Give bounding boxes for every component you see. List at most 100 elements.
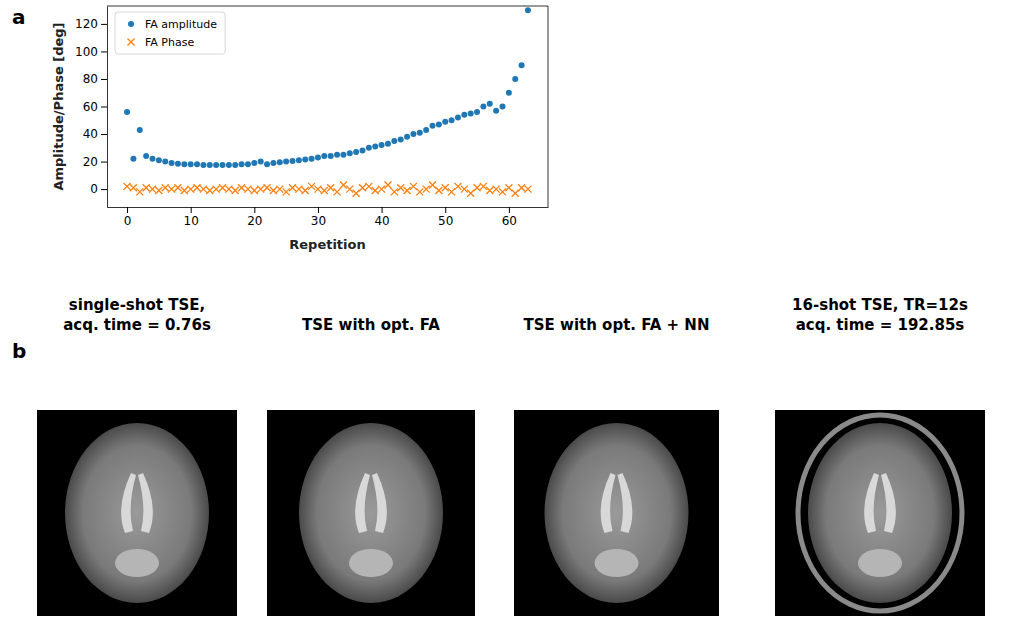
point <box>200 162 206 168</box>
point <box>162 159 168 165</box>
point <box>143 184 150 191</box>
tick-mark <box>191 207 192 213</box>
point <box>156 157 162 163</box>
tick-label: 40 <box>83 127 98 141</box>
brain-image <box>775 410 985 616</box>
point <box>404 187 411 194</box>
tick-label: 80 <box>83 72 98 86</box>
point <box>328 153 334 159</box>
point <box>302 187 309 194</box>
image-title: acq. time = 0.76s <box>63 316 211 334</box>
point <box>379 142 385 148</box>
point <box>506 90 512 96</box>
point <box>213 162 219 168</box>
point <box>314 186 321 193</box>
point <box>175 161 181 167</box>
point <box>525 7 531 13</box>
point <box>404 134 410 140</box>
point <box>321 153 327 159</box>
point <box>150 156 156 162</box>
point <box>258 159 264 165</box>
tick: 80 <box>83 72 107 86</box>
point <box>486 187 493 194</box>
tick-mark <box>101 162 107 163</box>
point <box>245 161 251 167</box>
tick-label: 30 <box>311 214 326 228</box>
point <box>493 108 499 114</box>
point <box>410 131 416 137</box>
point <box>474 184 481 191</box>
point <box>430 123 436 129</box>
figure: ab0102030405060020406080100120Repetition… <box>0 0 1023 622</box>
point <box>283 159 289 165</box>
tick-mark <box>101 24 107 25</box>
point <box>519 62 525 68</box>
point <box>442 184 449 191</box>
y-axis-line <box>107 7 108 208</box>
point <box>493 186 500 193</box>
tick-mark <box>101 79 107 80</box>
point <box>455 115 461 121</box>
tick-mark <box>445 207 446 213</box>
point <box>213 186 220 193</box>
tick-mark <box>318 207 319 213</box>
point <box>264 184 271 191</box>
legend-box <box>115 12 225 54</box>
tick-mark <box>509 207 510 213</box>
tick-label: 0 <box>90 182 98 196</box>
point <box>239 161 245 167</box>
tick: 30 <box>311 207 326 228</box>
brain-image <box>514 410 719 616</box>
point <box>295 186 302 193</box>
point <box>518 184 525 191</box>
tick-label: 40 <box>374 214 389 228</box>
point <box>449 117 455 123</box>
point <box>340 152 346 158</box>
tick-mark <box>382 207 383 213</box>
point <box>143 153 149 159</box>
point <box>365 183 372 190</box>
point <box>499 188 506 195</box>
point <box>309 156 315 162</box>
tick: 50 <box>438 207 453 228</box>
point <box>270 160 276 166</box>
point <box>181 161 187 167</box>
point <box>296 157 302 163</box>
tick: 20 <box>247 207 262 228</box>
point <box>232 162 238 168</box>
point <box>238 184 245 191</box>
image-title: 16-shot TSE, TR=12s <box>792 296 968 314</box>
point <box>461 186 468 193</box>
point <box>436 121 442 127</box>
plot-marks <box>124 7 532 197</box>
tick: 0 <box>90 182 107 196</box>
point <box>200 186 207 193</box>
point <box>155 187 162 194</box>
point <box>423 127 429 133</box>
image-title: single-shot TSE, <box>69 296 205 314</box>
series <box>124 181 532 196</box>
tick: 60 <box>502 207 517 228</box>
point <box>187 186 194 193</box>
brain-image <box>37 410 237 616</box>
point <box>327 184 334 191</box>
point <box>512 76 518 82</box>
point <box>220 162 226 168</box>
point <box>321 187 328 194</box>
point <box>372 187 379 194</box>
point <box>372 143 378 149</box>
tick-mark <box>101 134 107 135</box>
point <box>480 104 486 110</box>
point <box>347 150 353 156</box>
point <box>340 181 347 188</box>
tick: 10 <box>184 207 199 228</box>
point <box>130 184 137 191</box>
point <box>257 186 264 193</box>
tick-label: 60 <box>83 100 98 114</box>
point <box>169 160 175 166</box>
point <box>384 181 391 188</box>
point <box>244 186 251 193</box>
image-title: acq. time = 192.85s <box>796 316 965 334</box>
tick-label: 120 <box>75 17 98 31</box>
point <box>136 188 143 195</box>
